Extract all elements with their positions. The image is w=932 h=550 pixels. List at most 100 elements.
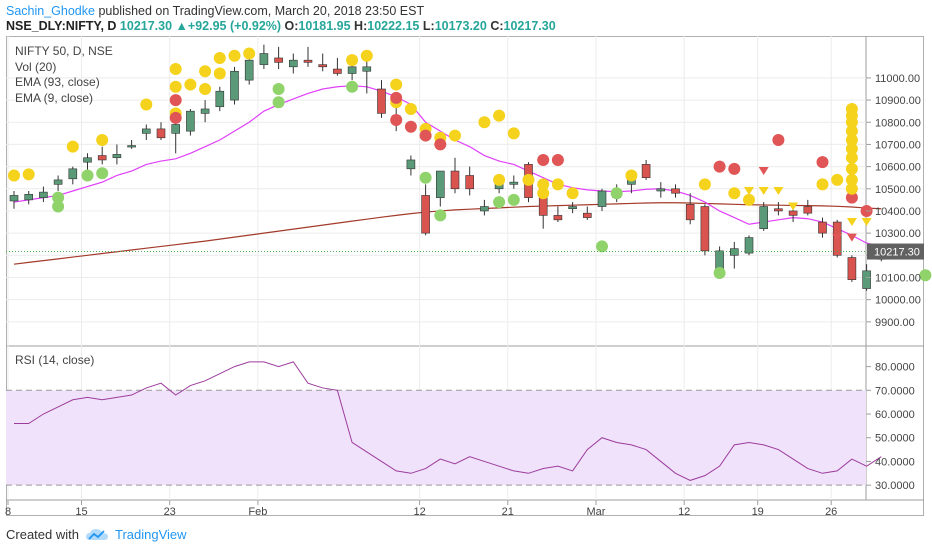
signal-dot-yellow — [213, 67, 226, 80]
ema93-line — [13, 202, 882, 265]
rsi-tick-label: 60.0000 — [875, 409, 915, 421]
candle — [582, 206, 592, 220]
candle-body — [862, 270, 871, 289]
candle-body — [656, 188, 666, 192]
author-link[interactable]: Sachin_Ghodke — [6, 4, 95, 18]
signal-dot-yellow — [845, 142, 858, 155]
signal-triangle-red — [758, 167, 769, 176]
signal-dot-yellow — [625, 169, 638, 182]
price-tick-label: 10100.00 — [875, 272, 921, 284]
ema9-layer — [13, 85, 882, 248]
candle-body — [333, 68, 342, 74]
candle — [288, 53, 298, 74]
candle — [215, 86, 225, 112]
candle — [274, 46, 283, 70]
candle — [230, 66, 239, 105]
candle-body — [53, 179, 63, 185]
rsi-line — [14, 361, 882, 481]
price-tick-label: 10400.00 — [875, 206, 921, 218]
rsi-tick-label: 30.0000 — [875, 480, 915, 492]
candle-body — [244, 59, 254, 81]
candle-body — [774, 208, 783, 212]
signal-dot-red — [169, 111, 182, 124]
signal-dot-green — [713, 267, 726, 280]
low-label: L: — [422, 19, 435, 33]
candle — [83, 153, 92, 172]
high-value: 10222.15 — [367, 19, 420, 33]
candle-body — [230, 70, 239, 101]
price-tick-label: 10900.00 — [875, 95, 921, 107]
signal-dot-yellow — [537, 187, 550, 200]
candle — [480, 199, 489, 216]
signal-dot-green — [596, 240, 608, 253]
signal-dot-red — [419, 129, 432, 142]
time-tick-label: 12 — [678, 506, 690, 518]
candle — [303, 46, 313, 67]
candle — [186, 108, 195, 136]
signal-triangle-yellow — [846, 218, 857, 227]
candle-body — [274, 57, 283, 63]
candle — [406, 155, 416, 176]
signal-dot-yellow — [22, 168, 35, 181]
signal-dot-yellow — [184, 78, 197, 91]
candle-body — [480, 206, 489, 212]
signal-dot-yellow — [346, 54, 359, 67]
candle-body — [97, 155, 107, 161]
candle — [774, 202, 783, 216]
signal-dot-red — [551, 153, 564, 166]
candle-body — [186, 110, 195, 132]
candle-body — [362, 66, 372, 72]
signal-dot-yellow — [243, 47, 256, 60]
legend-symbol: NIFTY 50, D, NSE — [15, 44, 113, 58]
candle-body — [421, 195, 430, 234]
last-price-badge — [867, 243, 924, 260]
footer: Created with TradingView — [6, 527, 187, 542]
published-text: published on TradingView.com, March 20, … — [98, 4, 425, 18]
candle — [803, 199, 813, 216]
candle — [641, 159, 651, 180]
candle — [597, 188, 607, 211]
candle-body — [39, 191, 48, 198]
candle-body — [759, 206, 769, 229]
candle-body — [112, 154, 122, 159]
signal-dot-red — [728, 162, 741, 175]
price-tick-label: 10600.00 — [875, 162, 921, 174]
candle-body — [597, 190, 607, 207]
signal-dot-yellow — [66, 140, 79, 153]
price-tick-label: 10500.00 — [875, 184, 921, 196]
signal-dot-red — [816, 156, 829, 169]
candle-body — [685, 204, 695, 221]
signal-dot-green — [493, 196, 506, 209]
candle — [421, 184, 430, 236]
tradingview-brand[interactable]: TradingView — [114, 527, 187, 542]
candle — [142, 124, 151, 140]
signal-dot-yellow — [845, 116, 858, 129]
rsi-panel — [6, 361, 882, 486]
candle — [553, 206, 563, 223]
signal-dot-yellow — [169, 63, 182, 76]
ohlc-bar: NSE_DLY:NIFTY, D 10217.30 ▲+92.95 (+0.92… — [6, 19, 556, 33]
candle-body — [215, 90, 225, 108]
signal-dot-red — [434, 138, 447, 151]
legend-volume: Vol (20) — [15, 59, 57, 74]
time-tick-label: Feb — [248, 506, 267, 518]
signal-dot-yellow — [199, 83, 212, 95]
rsi-tick-label: 50.0000 — [875, 433, 915, 445]
signal-dot-yellow — [169, 80, 182, 93]
signal-dot-yellow — [845, 182, 858, 195]
signal-dot-red — [845, 191, 858, 204]
candle-body — [347, 66, 357, 74]
close-value: 10217.30 — [503, 19, 556, 33]
candle-body — [435, 170, 445, 198]
signal-dot-yellow — [845, 125, 858, 138]
signal-dot-yellow — [816, 178, 829, 191]
candle-body — [288, 59, 298, 68]
signal-dot-yellow — [360, 49, 373, 62]
signal-dot-green — [610, 187, 623, 200]
signal-dot-yellow — [845, 162, 858, 175]
candle — [200, 100, 210, 123]
candle-body — [377, 88, 386, 114]
candle-body — [142, 128, 151, 134]
candle — [509, 175, 519, 189]
